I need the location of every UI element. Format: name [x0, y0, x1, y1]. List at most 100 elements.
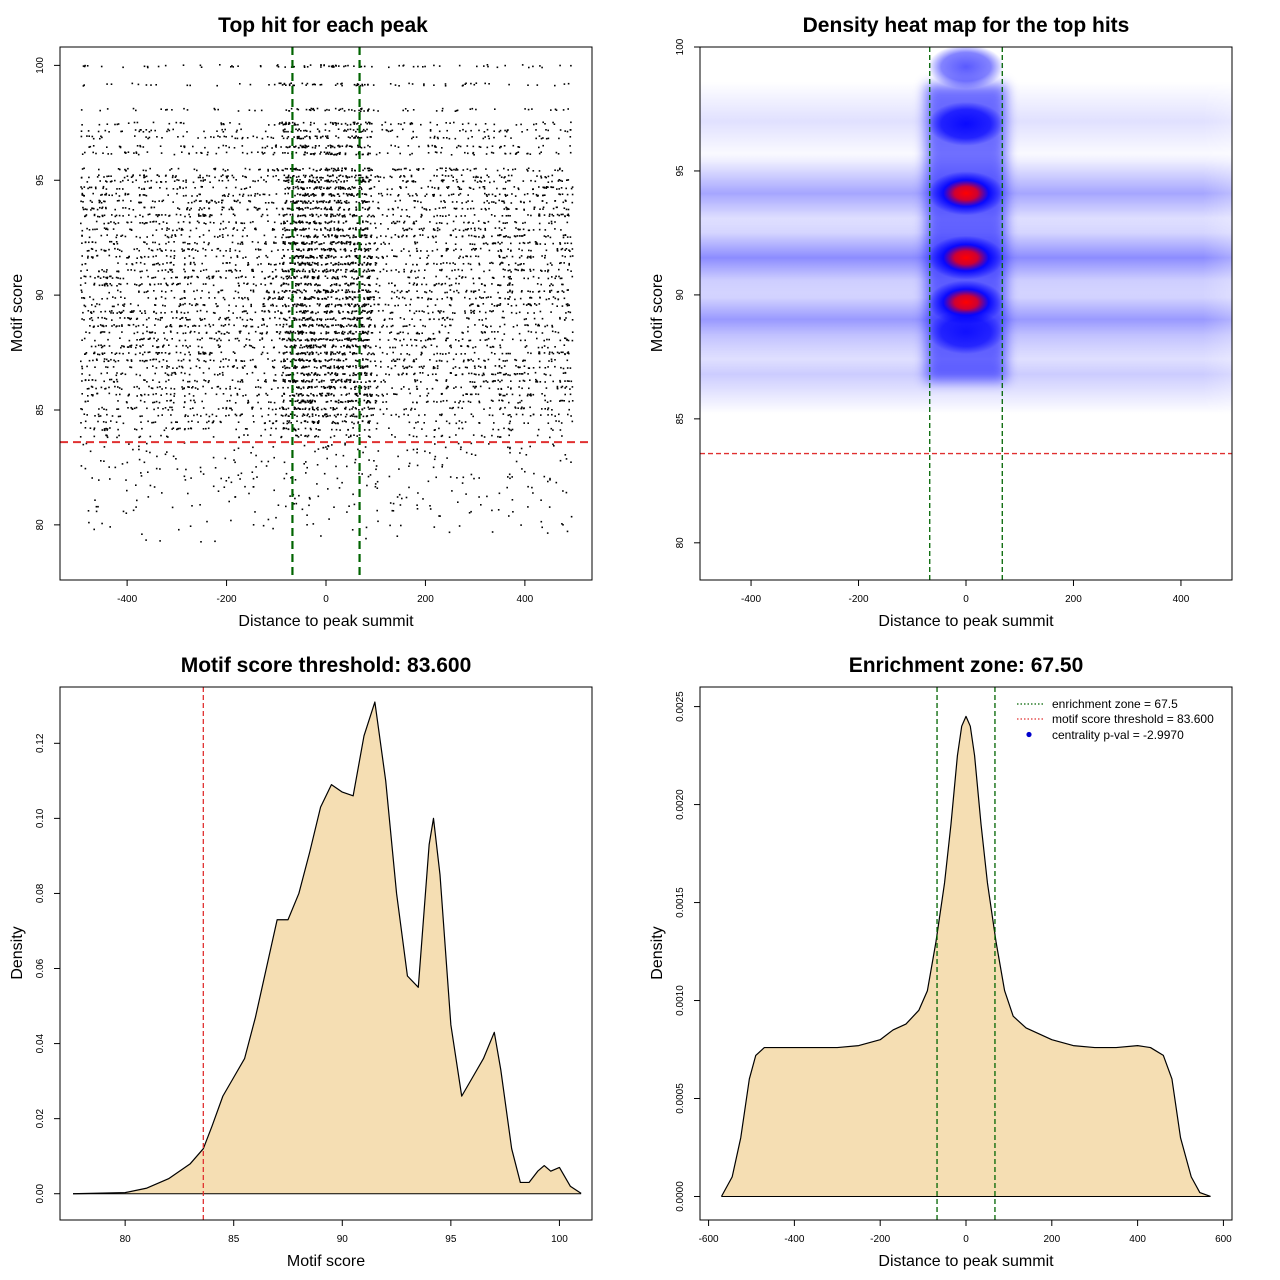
scatter-point [550, 289, 553, 292]
scatter-point [303, 312, 306, 314]
scatter-point [106, 277, 108, 280]
scatter-point [346, 344, 349, 347]
scatter-point [108, 331, 111, 334]
scatter-point [215, 202, 218, 204]
scatter-point [420, 187, 423, 189]
scatter-point [492, 276, 494, 279]
scatter-point [126, 282, 129, 285]
scatter-point [538, 146, 540, 149]
scatter-point [233, 324, 235, 327]
scatter-point [337, 179, 340, 181]
scatter-point [499, 249, 502, 251]
scatter-point [195, 152, 198, 154]
scatter-point [310, 121, 312, 124]
scatter-point [324, 235, 326, 238]
scatter-point [354, 324, 356, 326]
scatter-point [170, 269, 172, 272]
scatter-point [212, 311, 215, 314]
scatter-point [348, 284, 350, 287]
scatter-point [297, 129, 299, 132]
scatter-point [295, 311, 298, 313]
scatter-point [554, 169, 556, 171]
scatter-point [188, 152, 190, 155]
scatter-point [320, 168, 322, 170]
scatter-point [405, 263, 407, 265]
scatter-point [223, 194, 226, 196]
scatter-point [434, 229, 436, 231]
scatter-point [529, 256, 531, 258]
scatter-point [494, 202, 497, 204]
scatter-point [225, 262, 228, 264]
scatter-point [379, 176, 382, 178]
scatter-point [328, 181, 331, 183]
scatter-point [457, 145, 460, 147]
scatter-point [166, 325, 168, 328]
scatter-point [351, 169, 353, 172]
scatter-point [241, 136, 244, 139]
scatter-point [323, 248, 325, 250]
scatter-point [242, 193, 245, 196]
scatter-point [291, 121, 294, 124]
scatter-point [444, 319, 446, 321]
scatter-point [444, 282, 447, 285]
scatter-point [106, 123, 109, 125]
scatter-point [302, 304, 304, 307]
scatter-point [374, 262, 377, 264]
scatter-point [308, 109, 311, 111]
scatter-point [515, 304, 518, 307]
scatter-point [485, 296, 488, 299]
scatter-point [337, 220, 340, 223]
scatter-point [465, 130, 467, 133]
scatter-point [320, 255, 322, 257]
scatter-point [452, 180, 454, 182]
scatter-point [199, 64, 202, 67]
scatter-point [295, 221, 297, 224]
scatter-point [413, 200, 415, 202]
scatter-point [115, 214, 118, 217]
scatter-point [338, 207, 340, 209]
scatter-point [115, 256, 118, 258]
scatter-point [334, 305, 336, 308]
scatter-point [312, 325, 314, 327]
scatter-point [448, 137, 451, 140]
scatter-point [520, 269, 523, 272]
scatter-point [169, 262, 172, 264]
scatter-point [147, 256, 150, 258]
scatter-point [412, 109, 415, 111]
scatter-point [433, 215, 435, 218]
scatter-point [299, 194, 301, 196]
scatter-point [184, 302, 186, 305]
scatter-point [427, 312, 430, 315]
scatter-point [496, 304, 498, 307]
scatter-point [322, 271, 325, 273]
scatter-point [367, 289, 370, 292]
scatter-point [159, 317, 162, 319]
scatter-point [109, 275, 111, 278]
scatter-point [249, 200, 252, 203]
scatter-point [341, 145, 344, 147]
scatter-point [153, 337, 155, 340]
scatter-point [208, 229, 210, 232]
scatter-point [313, 276, 316, 279]
scatter-point [494, 195, 497, 197]
scatter-point [510, 271, 512, 273]
scatter-point [184, 332, 187, 334]
scatter-point [245, 344, 247, 346]
scatter-point [118, 249, 121, 251]
scatter-point [290, 325, 292, 327]
scatter-point [146, 326, 148, 328]
scatter-point [354, 270, 356, 273]
scatter-point [241, 222, 243, 225]
scatter-point [466, 168, 469, 170]
scatter-point [352, 345, 354, 348]
scatter-point [298, 175, 300, 178]
scatter-point [471, 136, 473, 138]
scatter-point [309, 236, 311, 238]
scatter-point [272, 202, 275, 204]
scatter-point [345, 175, 347, 177]
scatter-point [127, 122, 130, 124]
scatter-point [484, 339, 487, 341]
scatter-point [399, 291, 402, 294]
scatter-point [164, 297, 167, 300]
scatter-point [487, 296, 490, 298]
